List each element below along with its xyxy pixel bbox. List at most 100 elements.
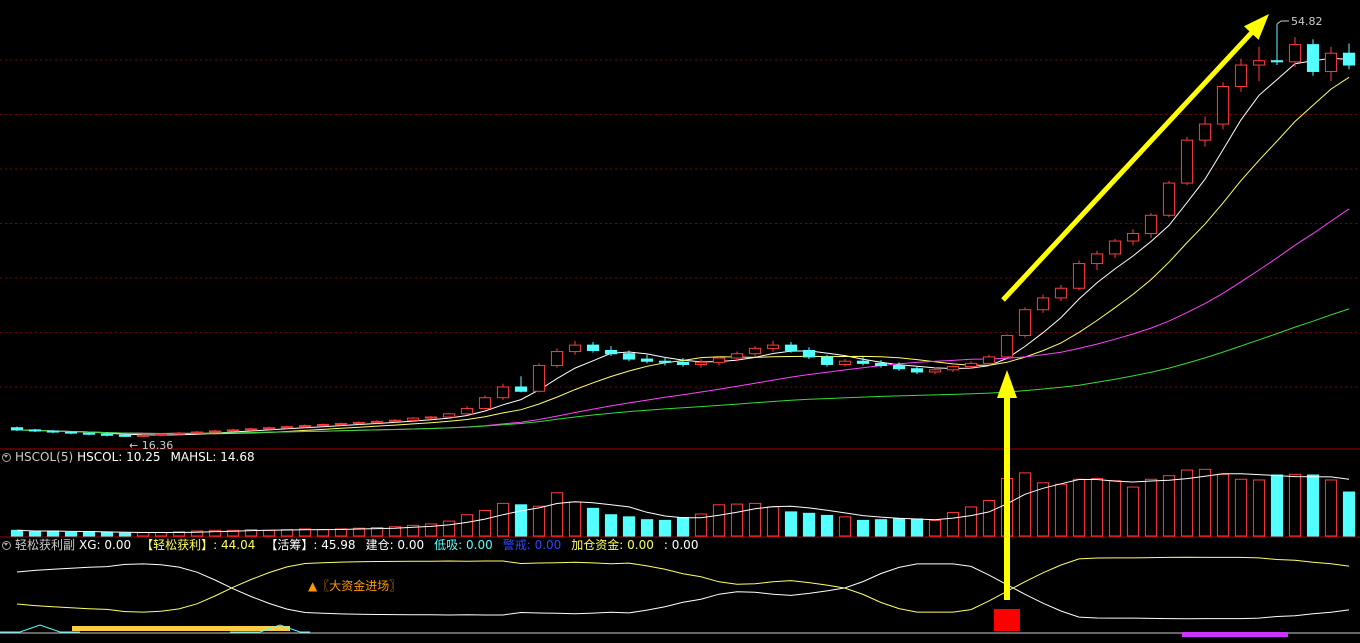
volume-bar bbox=[550, 492, 564, 537]
up-trend-arrow-shape bbox=[1001, 13, 1270, 302]
volume-bar bbox=[460, 514, 474, 537]
up-trend-arrow bbox=[1001, 13, 1270, 302]
candle-body bbox=[838, 360, 852, 365]
buy-signal-box bbox=[994, 609, 1020, 631]
candle-body bbox=[406, 417, 420, 421]
candle-body bbox=[352, 421, 366, 424]
volume-bar bbox=[1036, 482, 1050, 537]
signal-panel-header: 轻松获利副 XG: 0.00 【轻松获利】: 44.04 【活筹】: 45.98 建仓… bbox=[0, 537, 706, 553]
candle-body bbox=[172, 432, 186, 435]
volume-bar bbox=[748, 502, 762, 537]
volume-bar bbox=[1018, 472, 1032, 537]
signal-indicator-values: XG: 0.00 【轻松获利】: 44.04 【活筹】: 45.98 建仓: 0.00… bbox=[79, 537, 702, 553]
volume-bar bbox=[766, 506, 780, 537]
candle-body bbox=[424, 416, 438, 419]
candle-body bbox=[1324, 52, 1338, 72]
volume-average-line bbox=[16, 473, 1350, 533]
candle-body bbox=[784, 344, 798, 351]
indicator-value: MAHSL: 14.68 bbox=[170, 450, 255, 464]
volume-bar bbox=[370, 526, 384, 537]
volume-bar bbox=[352, 527, 366, 537]
candle-body bbox=[1234, 64, 1248, 87]
high-price-pointer bbox=[1276, 20, 1289, 25]
candle-body bbox=[1018, 309, 1032, 336]
candle-body bbox=[190, 431, 204, 434]
volume-bar bbox=[1324, 479, 1338, 537]
candle-body bbox=[118, 434, 132, 437]
volume-bars bbox=[10, 468, 1356, 537]
indicator-value: 加仓资金: 0.00 bbox=[571, 538, 654, 552]
volume-bar bbox=[262, 529, 276, 537]
candle-body bbox=[388, 419, 402, 422]
candle-body bbox=[478, 397, 492, 409]
candle-body bbox=[1036, 297, 1050, 311]
indicator-value: : 0.00 bbox=[663, 538, 699, 552]
candle-body bbox=[1306, 44, 1320, 72]
signal-indicator-name[interactable]: 轻松获利副 bbox=[15, 538, 76, 552]
volume-bar bbox=[1162, 475, 1176, 537]
volume-bar bbox=[208, 529, 222, 537]
candle-body bbox=[208, 430, 222, 433]
indicator-menu-icon[interactable] bbox=[2, 452, 11, 462]
volume-bar bbox=[1288, 473, 1302, 537]
volume-bar bbox=[892, 518, 906, 537]
candle-body bbox=[1270, 60, 1284, 63]
volume-bar bbox=[964, 506, 978, 537]
volume-bar bbox=[442, 520, 456, 537]
volume-panel-header: HSCOL(5) HSCOL: 10.25 MAHSL: 14.68 bbox=[0, 449, 263, 465]
volume-bar bbox=[82, 531, 96, 537]
easy-profit-line bbox=[16, 556, 1350, 613]
up-arrow-vertical bbox=[997, 370, 1017, 600]
candle-body bbox=[1072, 263, 1086, 289]
candle-body bbox=[1216, 85, 1230, 125]
volume-bar bbox=[676, 517, 690, 537]
candle-body bbox=[712, 357, 726, 363]
volume-bar bbox=[1054, 483, 1068, 537]
candle-body bbox=[1054, 287, 1068, 299]
candle-body bbox=[730, 353, 744, 359]
volume-bar bbox=[928, 519, 942, 537]
candle-body bbox=[82, 432, 96, 435]
indicator-value: XG: 0.00 bbox=[79, 538, 132, 552]
moving-average-line bbox=[16, 308, 1350, 435]
candle-body bbox=[856, 360, 870, 364]
candle-body bbox=[1198, 123, 1212, 141]
indicator-menu-icon[interactable] bbox=[2, 540, 11, 550]
volume-bar bbox=[226, 529, 240, 537]
volume-bar bbox=[1144, 478, 1158, 537]
candle-body bbox=[316, 424, 330, 427]
candle-body bbox=[568, 344, 582, 353]
volume-bar bbox=[514, 504, 528, 537]
candle-body bbox=[28, 429, 42, 432]
volume-bar bbox=[244, 529, 258, 537]
cyan-signal-line bbox=[0, 624, 80, 633]
volume-indicator-name[interactable]: HSCOL(5) bbox=[15, 450, 74, 464]
candle-body bbox=[874, 362, 888, 367]
candle-body bbox=[460, 407, 474, 415]
candle-body bbox=[622, 353, 636, 360]
volume-bar bbox=[874, 519, 888, 537]
volume-bar bbox=[424, 523, 438, 537]
candle-body bbox=[532, 365, 546, 392]
indicator-value: HSCOL: 10.25 bbox=[77, 450, 161, 464]
volume-bar bbox=[1198, 468, 1212, 537]
candle-body bbox=[46, 430, 60, 433]
indicator-value: 【轻松获利】: 44.04 bbox=[141, 538, 256, 552]
volume-bar bbox=[586, 507, 600, 537]
indicator-value: 建仓: 0.00 bbox=[365, 538, 425, 552]
volume-bar bbox=[46, 530, 60, 537]
candle-body bbox=[550, 351, 564, 367]
volume-bar bbox=[856, 519, 870, 537]
candle-body bbox=[136, 434, 150, 437]
volume-bar bbox=[280, 529, 294, 537]
volume-bar bbox=[1072, 478, 1086, 537]
candle-body bbox=[820, 356, 834, 365]
candle-body bbox=[280, 426, 294, 429]
volume-bar bbox=[1126, 486, 1140, 537]
volume-bar bbox=[406, 524, 420, 537]
volume-bar bbox=[28, 531, 42, 537]
volume-bar bbox=[496, 502, 510, 537]
candle-body bbox=[154, 433, 168, 436]
candle-body bbox=[298, 425, 312, 428]
volume-bar bbox=[694, 513, 708, 537]
